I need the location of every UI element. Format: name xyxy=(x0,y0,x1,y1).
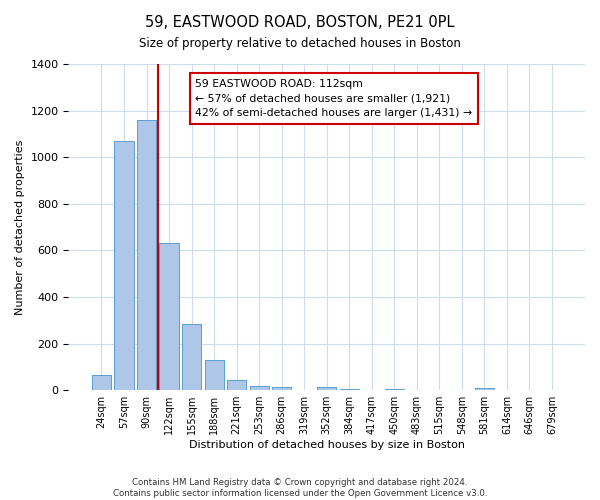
Bar xyxy=(250,386,269,390)
Bar xyxy=(475,388,494,390)
Text: 59 EASTWOOD ROAD: 112sqm
← 57% of detached houses are smaller (1,921)
42% of sem: 59 EASTWOOD ROAD: 112sqm ← 57% of detach… xyxy=(195,78,472,118)
Text: Size of property relative to detached houses in Boston: Size of property relative to detached ho… xyxy=(139,38,461,51)
Bar xyxy=(385,389,404,390)
Bar xyxy=(92,375,111,390)
X-axis label: Distribution of detached houses by size in Boston: Distribution of detached houses by size … xyxy=(189,440,465,450)
Bar xyxy=(182,324,201,390)
Bar xyxy=(317,386,336,390)
Bar xyxy=(340,389,359,390)
Y-axis label: Number of detached properties: Number of detached properties xyxy=(15,140,25,315)
Bar xyxy=(205,360,224,390)
Bar xyxy=(137,120,156,390)
Bar xyxy=(115,141,134,390)
Text: Contains HM Land Registry data © Crown copyright and database right 2024.
Contai: Contains HM Land Registry data © Crown c… xyxy=(113,478,487,498)
Bar xyxy=(227,380,246,390)
Text: 59, EASTWOOD ROAD, BOSTON, PE21 0PL: 59, EASTWOOD ROAD, BOSTON, PE21 0PL xyxy=(145,15,455,30)
Bar xyxy=(160,244,179,390)
Bar xyxy=(272,386,291,390)
